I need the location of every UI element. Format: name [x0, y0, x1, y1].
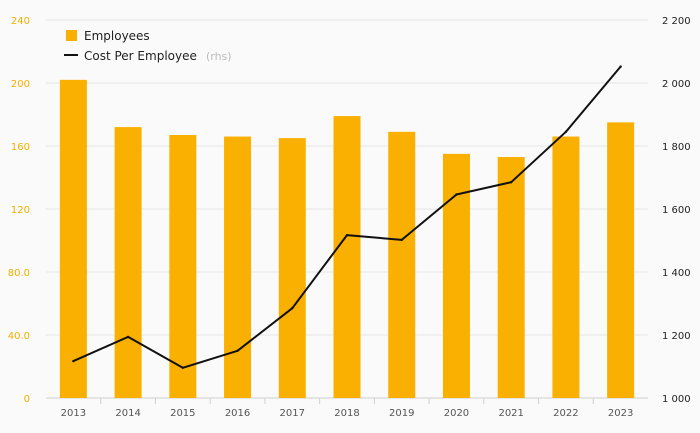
- cost-line-group: [72, 65, 622, 369]
- cost-point-2017: [291, 307, 294, 310]
- x-axis-tick-label: 2013: [61, 408, 86, 419]
- right-axis: 1 000 1 200 1 400 1 600 1 800 2 000 2 200: [662, 16, 691, 405]
- left-axis-tick-label: 80.0: [8, 268, 30, 279]
- cost-point-2014: [126, 335, 130, 339]
- right-axis-tick-label: 1 800: [662, 142, 691, 153]
- x-axis-tick-label: 2023: [608, 408, 633, 419]
- cost-point-2021: [509, 181, 513, 184]
- left-axis-tick-label: 40.0: [8, 331, 30, 342]
- cost-point-2022: [564, 130, 568, 134]
- bar-employees-2022: [552, 136, 580, 399]
- bar-employees-2019: [388, 131, 416, 398]
- x-axis-tick-label: 2019: [389, 408, 414, 419]
- x-axis-tick-label: 2021: [498, 408, 523, 419]
- x-axis-tick-label: 2015: [170, 408, 195, 419]
- bar-employees-2023: [607, 122, 635, 398]
- left-axis-tick-label: 0: [24, 394, 30, 405]
- x-axis-tick-label: 2022: [553, 408, 578, 419]
- employee-bars: [59, 79, 635, 399]
- legend-label-employees: Employees: [84, 29, 150, 43]
- legend-label-cost-suffix: (rhs): [206, 50, 232, 63]
- bar-employees-2016: [224, 136, 252, 399]
- cost-point-2013: [72, 359, 75, 363]
- x-axis-tick-label: 2020: [444, 408, 469, 419]
- right-axis-tick-label: 1 400: [662, 268, 691, 279]
- right-axis-tick-label: 1 200: [662, 331, 691, 342]
- right-axis-tick-label: 2 200: [662, 16, 691, 27]
- left-axis-tick-label: 240: [11, 16, 30, 27]
- cost-point-2019: [400, 238, 403, 242]
- x-axis-tick-label: 2014: [115, 408, 140, 419]
- x-axis: 2013 2014 2015 2016 2017 2018 2019 2020 2021 2022…: [61, 398, 633, 419]
- legend-label-cost-name: Cost Per Employee: [84, 49, 197, 63]
- right-axis-tick-label: 1 000: [662, 394, 691, 405]
- x-axis-tick-label: 2018: [334, 408, 359, 419]
- legend-swatch-employees: [66, 30, 77, 41]
- left-axis: 0 40.0 80.0 120 160 200 240: [8, 16, 30, 405]
- right-axis-tick-label: 1 600: [662, 205, 691, 216]
- bar-employees-2018: [333, 116, 361, 398]
- left-axis-tick-label: 120: [11, 205, 30, 216]
- x-axis-tick-label: 2017: [280, 408, 305, 419]
- bar-employees-2020: [442, 153, 470, 398]
- bar-employees-2021: [497, 157, 525, 398]
- cost-point-2020: [455, 193, 458, 196]
- bar-employees-2015: [169, 134, 197, 398]
- bar-employees-2017: [278, 138, 306, 398]
- cost-point-2016: [236, 349, 239, 352]
- right-axis-tick-label: 2 000: [662, 79, 691, 90]
- left-axis-tick-label: 160: [11, 142, 30, 153]
- cost-point-2015: [181, 366, 185, 369]
- cost-point-2018: [345, 233, 349, 237]
- left-axis-tick-label: 200: [11, 79, 30, 90]
- bar-employees-2014: [114, 127, 142, 398]
- x-axis-tick-label: 2016: [225, 408, 250, 419]
- legend-label-cost: Cost Per Employee (rhs): [84, 45, 232, 64]
- legend: Employees Cost Per Employee (rhs): [64, 29, 232, 64]
- cost-point-2023: [619, 65, 622, 68]
- bar-employees-2013: [59, 79, 87, 398]
